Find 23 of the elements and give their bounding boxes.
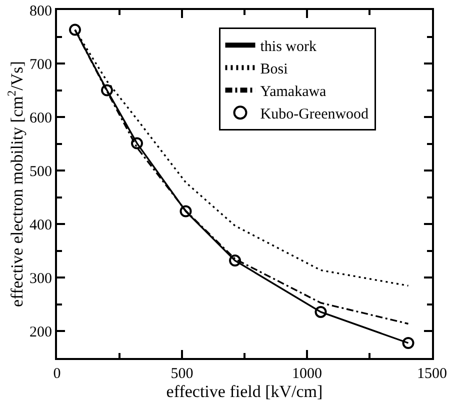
point	[69, 24, 81, 36]
y-tick-label: 200	[30, 324, 52, 340]
y-tick-label: 600	[30, 110, 52, 126]
x-tick-label: 1500	[417, 366, 447, 382]
y-tick-label: 500	[30, 164, 52, 180]
point	[101, 84, 113, 96]
y-tick-label: 700	[30, 56, 52, 73]
point	[180, 205, 192, 218]
point	[131, 137, 143, 150]
legend-label: Yamakawa	[260, 84, 327, 100]
x-tick-label: 1000	[292, 366, 322, 382]
y-tick-label: 400	[30, 217, 52, 234]
legend-label: Kubo-Greenwood	[260, 106, 370, 122]
point	[402, 337, 414, 350]
legend-label: this work	[260, 39, 317, 55]
x-tick-label: 0	[53, 366, 61, 382]
y-tick-label: 800	[30, 3, 52, 20]
point	[229, 254, 241, 267]
x-tick-label: 500	[170, 366, 194, 382]
legend-label: Bosi	[260, 62, 288, 78]
y-tick-label: 300	[30, 270, 52, 287]
x-axis-title: effective field [kV/cm]	[166, 382, 323, 401]
point	[314, 306, 327, 318]
